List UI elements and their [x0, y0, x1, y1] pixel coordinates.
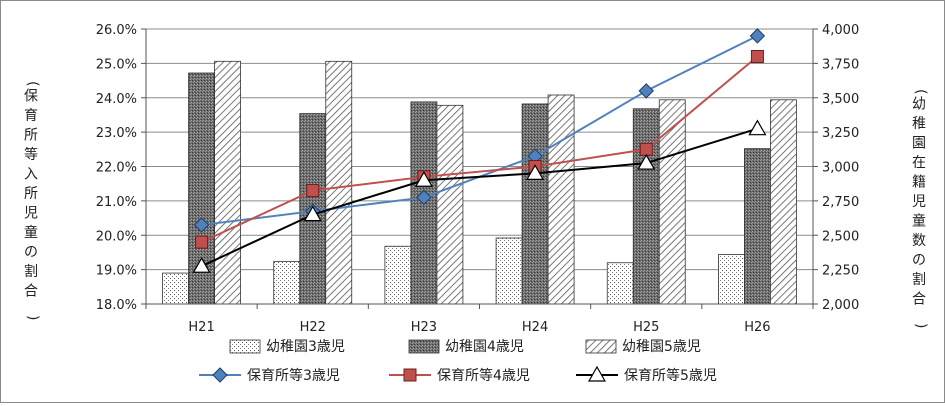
line-marker-triangle	[192, 256, 211, 273]
line-marker-diamond	[212, 367, 228, 383]
line-marker-triangle	[303, 205, 322, 222]
bar-dark	[521, 103, 549, 305]
line-marker-triangle	[587, 365, 607, 382]
bar-dots	[273, 260, 301, 305]
line-marker-diamond	[416, 189, 432, 206]
left-tick-label: 25.0%	[96, 57, 137, 72]
category-label: H26	[744, 320, 770, 335]
bar-dark	[744, 148, 771, 305]
right-tick-label: 2,250	[822, 264, 859, 279]
left-tick-label: 22.0%	[96, 161, 137, 176]
right-tick-label: 2,000	[822, 298, 859, 313]
bar-dots	[495, 237, 523, 305]
legend-item: 幼稚園3歳児	[229, 339, 345, 355]
right-axis-title: (幼稚園在籍児童数の割合)	[912, 89, 928, 328]
line-marker-diamond	[638, 83, 654, 99]
left-tick-label: 19.0%	[96, 264, 137, 279]
left-tick-label: 20.0%	[96, 229, 137, 244]
bar-hatch	[325, 60, 353, 305]
bar-dots	[718, 254, 745, 305]
line-marker-square	[639, 142, 653, 156]
right-tick-label: 3,250	[822, 126, 859, 141]
line-marker-square	[403, 368, 417, 382]
legend-item: 幼稚園4歳児	[408, 339, 524, 355]
bar-hatch	[547, 94, 575, 305]
line-marker-triangle	[414, 171, 433, 187]
gridlines	[146, 28, 813, 271]
left-tick-label: 18.0%	[96, 298, 137, 313]
bar-hatch	[658, 99, 686, 305]
legend-item: 保育所等5歳児	[576, 365, 717, 384]
category-label: H21	[188, 320, 214, 335]
legend-item: 幼稚園5歳児	[585, 339, 701, 355]
category-label: H22	[300, 320, 326, 335]
legend-item: 保育所等4歳児	[389, 367, 530, 384]
line-marker-diamond	[749, 28, 766, 44]
bar-hatch	[214, 60, 241, 305]
series-line	[201, 127, 758, 268]
legend-label: 保育所等3歳児	[247, 367, 340, 384]
axis-titles: (保育所等入所児童の割合) (幼稚園在籍児童数の割合)	[24, 81, 928, 328]
bar-hatch	[436, 104, 464, 305]
category-label: H25	[633, 320, 659, 335]
legend-label: 幼稚園4歳児	[445, 339, 524, 355]
left-tick-label: 26.0%	[96, 23, 137, 38]
right-tick-label: 2,500	[822, 229, 859, 244]
line-marker-square	[195, 235, 209, 249]
right-tick-label: 2,750	[822, 195, 859, 210]
bar-layer	[162, 60, 797, 305]
right-tick-label: 3,750	[822, 57, 859, 72]
right-tick-label: 3,500	[822, 92, 859, 107]
legend-label: 幼稚園5歳児	[622, 339, 701, 355]
left-axis-title: (保育所等入所児童の割合)	[24, 81, 40, 320]
line-marker-square	[306, 184, 320, 198]
category-label: H23	[411, 320, 437, 335]
legend-label: 保育所等4歳児	[437, 367, 530, 384]
category-label: H24	[522, 320, 548, 335]
bar-dark	[632, 108, 660, 305]
line-marker-triangle	[526, 164, 545, 180]
left-tick-label: 24.0%	[96, 92, 137, 107]
line-marker-diamond	[193, 217, 210, 233]
legend-swatch	[229, 339, 261, 354]
bar-dots	[384, 245, 412, 305]
legend-swatch	[585, 339, 617, 354]
legend-label: 幼稚園3歳児	[266, 339, 345, 355]
line-marker-square	[750, 50, 764, 63]
right-tick-label: 4,000	[822, 23, 859, 38]
line-marker-triangle	[637, 153, 656, 170]
bar-hatch	[770, 99, 797, 305]
line-marker-triangle	[748, 119, 767, 136]
axes	[141, 28, 818, 309]
legend-item: 保育所等3歳児	[199, 367, 340, 384]
left-axis-ticks: 18.0% 19.0% 20.0% 21.0% 22.0% 23.0% 24.0% 25.0%…	[96, 23, 137, 313]
bar-dots	[162, 272, 189, 305]
series-line	[201, 55, 759, 244]
legend-label: 保育所等5歳児	[624, 367, 717, 384]
left-tick-label: 23.0%	[96, 126, 137, 141]
legend-swatch	[408, 339, 440, 354]
right-tick-label: 3,000	[822, 161, 859, 176]
bar-dots	[606, 262, 634, 305]
category-labels: H21 H22 H23 H24 H25 H26	[188, 320, 770, 335]
left-tick-label: 21.0%	[96, 195, 137, 210]
right-axis-ticks: 2,000 2,250 2,500 2,750 3,000 3,250 3,500 3,750…	[822, 23, 859, 313]
line-layer	[192, 28, 767, 273]
